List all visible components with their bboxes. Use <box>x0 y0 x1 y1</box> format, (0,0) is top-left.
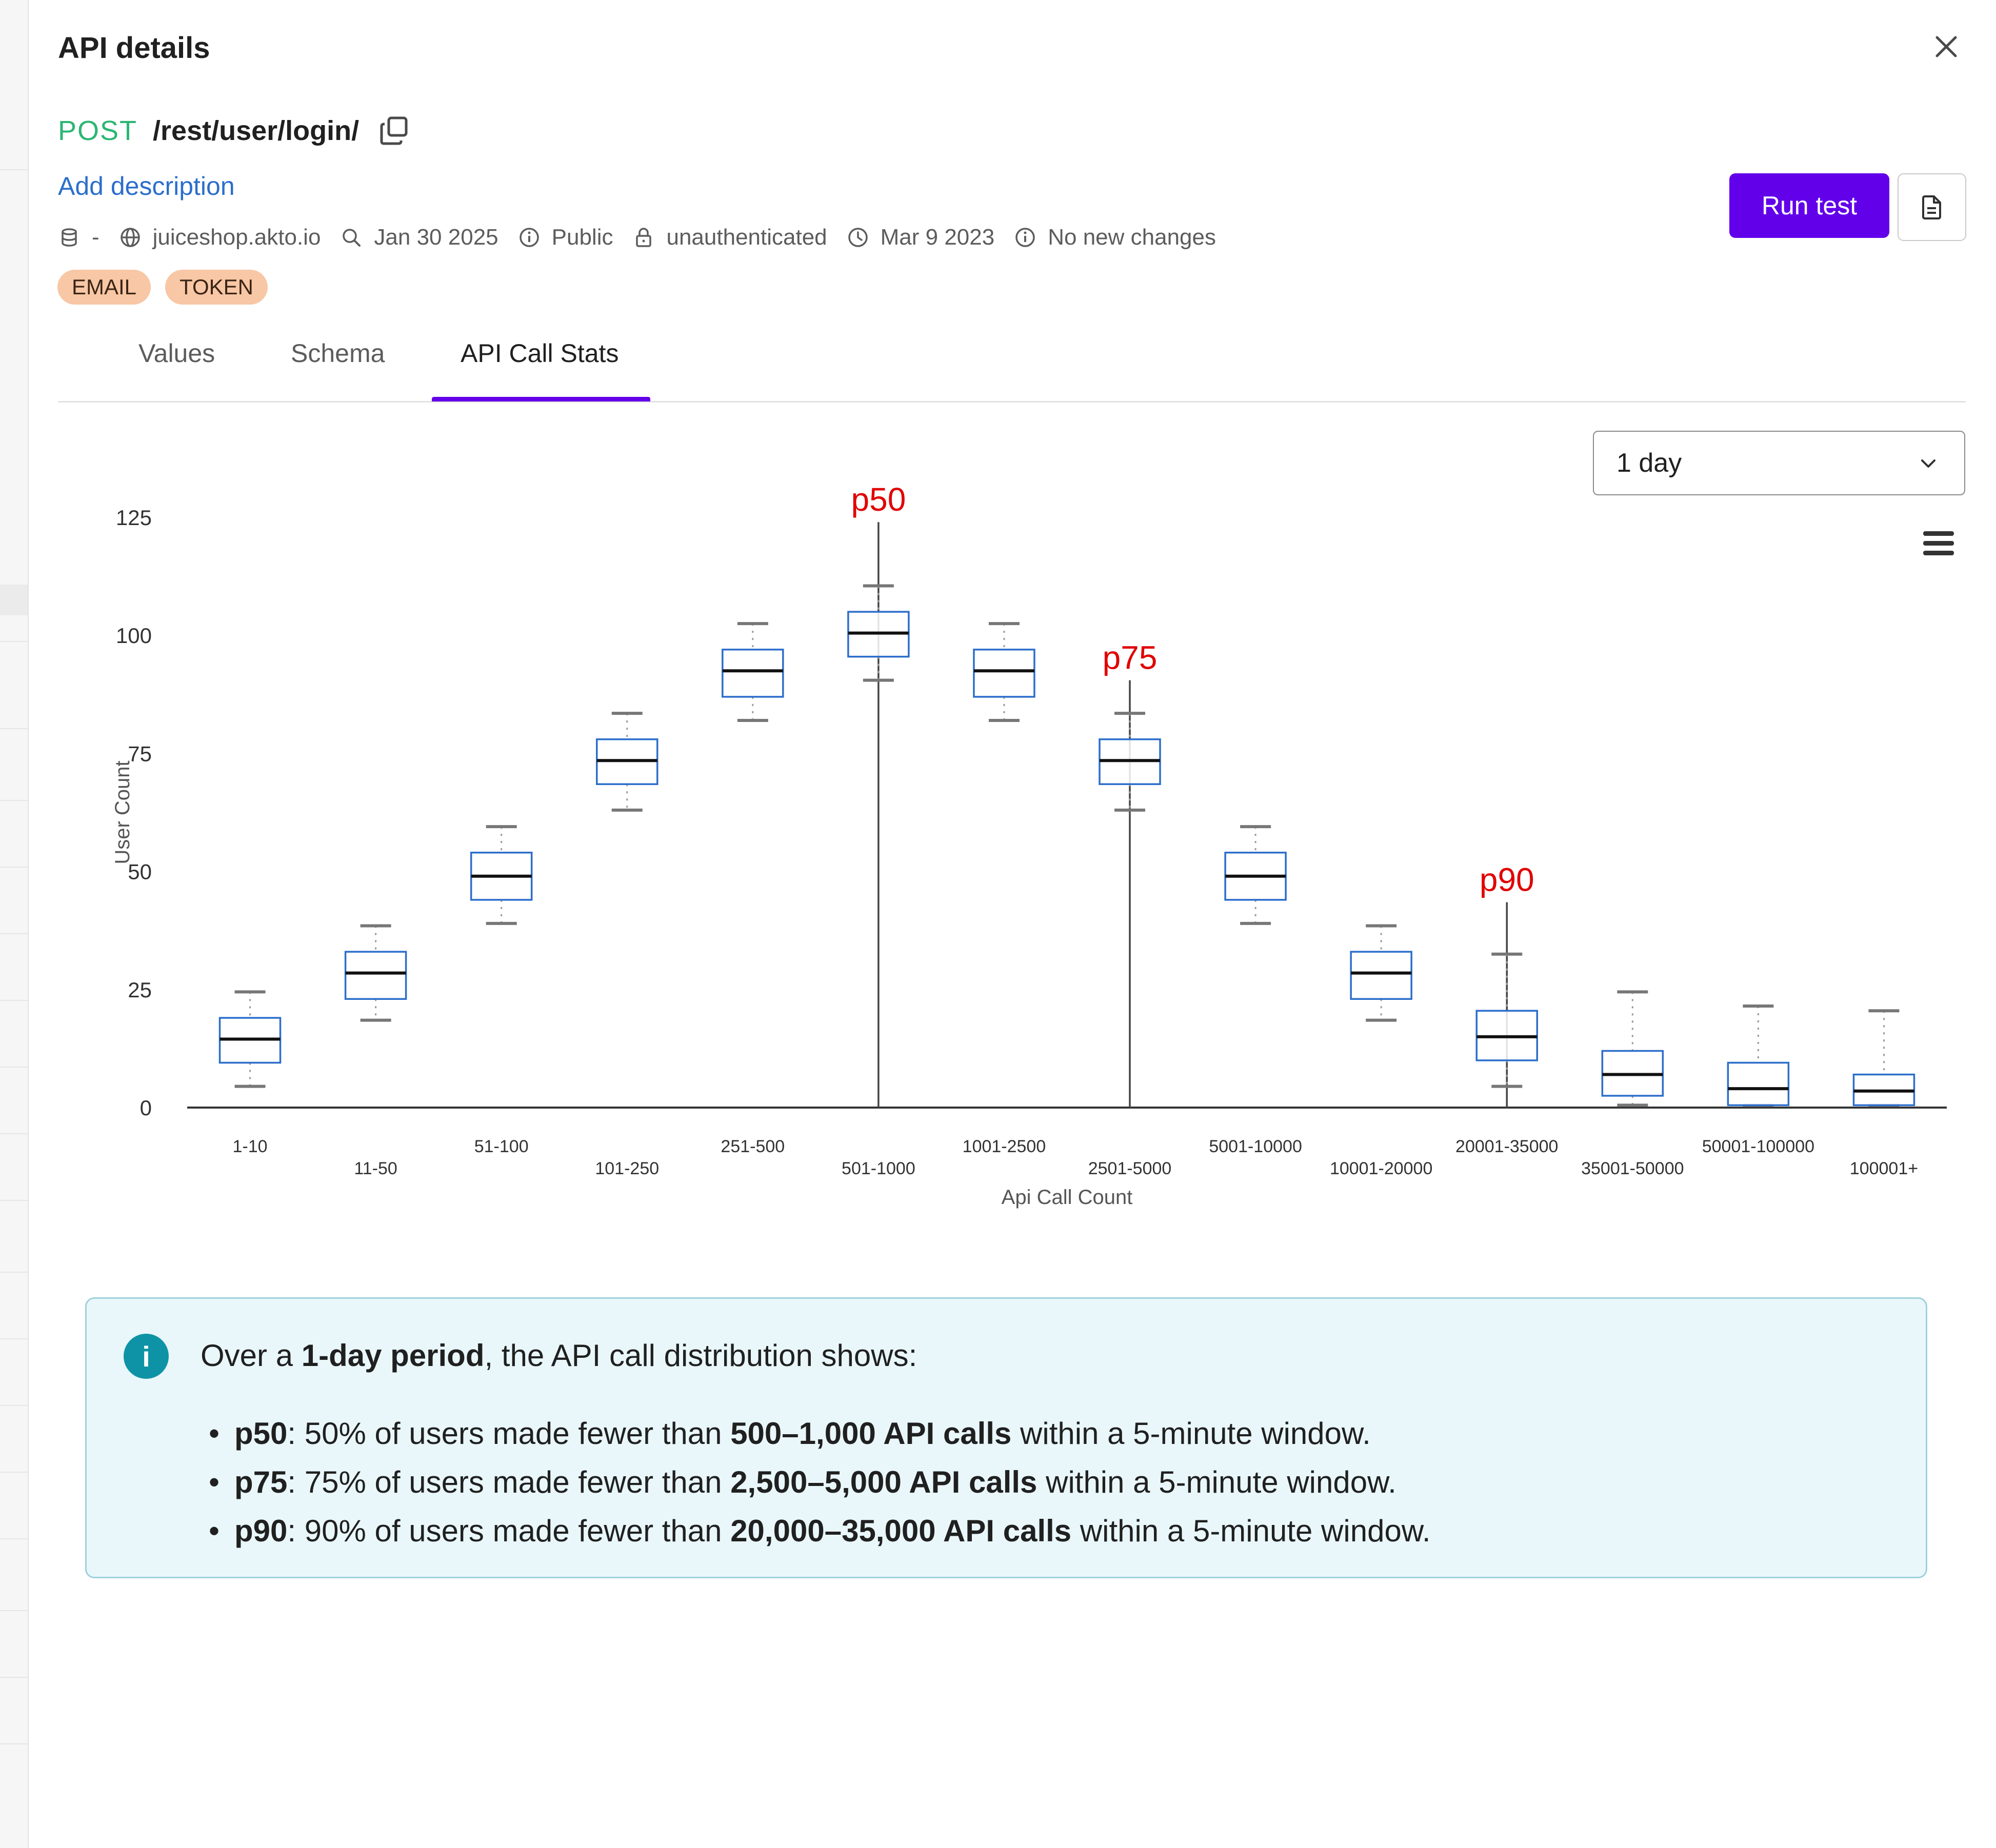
x-tick-label: 11-50 <box>354 1159 397 1178</box>
percentile-marker-label: p90 <box>1480 861 1534 898</box>
box <box>973 649 1035 698</box>
x-tick-label: 100001+ <box>1850 1159 1918 1178</box>
meta-last-seen: Mar 9 2023 <box>847 225 994 250</box>
y-tick-label: 75 <box>128 741 152 766</box>
tab-schema[interactable]: Schema <box>291 339 385 368</box>
y-tick-label: 50 <box>128 860 152 884</box>
info-icon: i <box>124 1334 169 1379</box>
tag-email: EMAIL <box>57 270 151 305</box>
tab-values[interactable]: Values <box>138 339 215 368</box>
percentile-marker-label: p50 <box>851 481 906 518</box>
x-tick-label: 50001-100000 <box>1702 1137 1814 1156</box>
api-meta-row: - juiceshop.akto.io Jan 30 2025 Public u… <box>58 225 1235 250</box>
y-tick-label: 125 <box>116 506 152 530</box>
time-range-value: 1 day <box>1616 448 1682 478</box>
add-description-link[interactable]: Add description <box>58 172 235 200</box>
x-tick-label: 5001-10000 <box>1209 1137 1302 1156</box>
x-tick-label: 101-250 <box>595 1159 659 1178</box>
x-tick-label: 51-100 <box>474 1137 529 1156</box>
x-tick-label: 35001-50000 <box>1581 1159 1684 1178</box>
info-lead-text: Over a 1-day period, the API call distri… <box>201 1338 917 1373</box>
chevron-down-icon <box>1921 459 1935 468</box>
x-tick-label: 1-10 <box>233 1137 268 1156</box>
api-call-stats-chart: 0 25 50 75 100 125 User Count p50 p75 p90 1-10 11-5… <box>111 481 1947 1209</box>
list-item: p75: 75% of users made fewer than 2,500–… <box>201 1464 1431 1500</box>
search-icon <box>343 229 361 247</box>
meta-collection: - <box>58 225 99 250</box>
list-item: p50: 50% of users made fewer than 500–1,… <box>201 1416 1431 1451</box>
x-tick-label: 251-500 <box>721 1137 785 1156</box>
copy-icon[interactable] <box>378 115 410 147</box>
tag-token: TOKEN <box>165 270 268 305</box>
detail-tabs: Values Schema API Call Stats <box>58 323 1966 403</box>
info-list: p50: 50% of users made fewer than 500–1,… <box>201 1416 1431 1562</box>
document-button[interactable] <box>1898 173 1966 241</box>
x-tick-label: 10001-20000 <box>1330 1159 1432 1178</box>
endpoint-path: /rest/user/login/ <box>153 115 360 146</box>
info-callout: i Over a 1-day period, the API call dist… <box>85 1297 1927 1578</box>
http-method: POST <box>58 115 138 146</box>
x-tick-label: 1001-2500 <box>963 1137 1046 1156</box>
meta-access: Public <box>518 225 613 250</box>
list-item: p90: 90% of users made fewer than 20,000… <box>201 1513 1431 1549</box>
box <box>1727 1061 1790 1107</box>
sensitive-tags: EMAIL TOKEN <box>57 270 282 305</box>
y-tick-label: 0 <box>140 1096 152 1120</box>
run-test-button[interactable]: Run test <box>1729 173 1889 238</box>
x-tick-label: 20001-35000 <box>1455 1137 1558 1156</box>
percentile-marker-label: p75 <box>1103 639 1157 676</box>
tab-api-call-stats[interactable]: API Call Stats <box>461 339 619 368</box>
x-axis-label: Api Call Count <box>1002 1186 1133 1209</box>
x-tick-label: 501-1000 <box>842 1159 915 1178</box>
database-icon <box>62 228 77 247</box>
time-range-select[interactable]: 1 day <box>1593 431 1965 495</box>
meta-auth: unauthenticated <box>632 225 827 250</box>
box <box>344 951 407 1000</box>
box <box>1350 951 1412 1000</box>
close-icon[interactable] <box>1928 29 1964 65</box>
panel-title: API details <box>58 31 210 65</box>
y-tick-label: 25 <box>128 978 152 1002</box>
meta-discovered: Jan 30 2025 <box>340 225 498 250</box>
active-tab-indicator <box>432 397 650 401</box>
y-tick-label: 100 <box>116 624 152 648</box>
api-details-panel: API details POST /rest/user/login/ Add d… <box>29 0 1996 1848</box>
endpoint-row: POST /rest/user/login/ <box>58 115 410 147</box>
info-circle-icon <box>519 228 539 247</box>
clock-icon <box>848 228 868 247</box>
document-icon <box>1922 195 1941 219</box>
lock-icon <box>636 228 652 247</box>
globe-icon <box>120 228 140 247</box>
x-tick-label: 2501-5000 <box>1088 1159 1172 1178</box>
meta-changes: No new changes <box>1014 225 1216 250</box>
box <box>722 649 784 698</box>
chart-menu-icon[interactable] <box>1921 528 1956 559</box>
info-circle-icon <box>1015 228 1035 247</box>
meta-host: juiceshop.akto.io <box>119 225 321 250</box>
background-list-strip <box>0 0 29 1848</box>
y-axis-label: User Count <box>111 760 134 864</box>
